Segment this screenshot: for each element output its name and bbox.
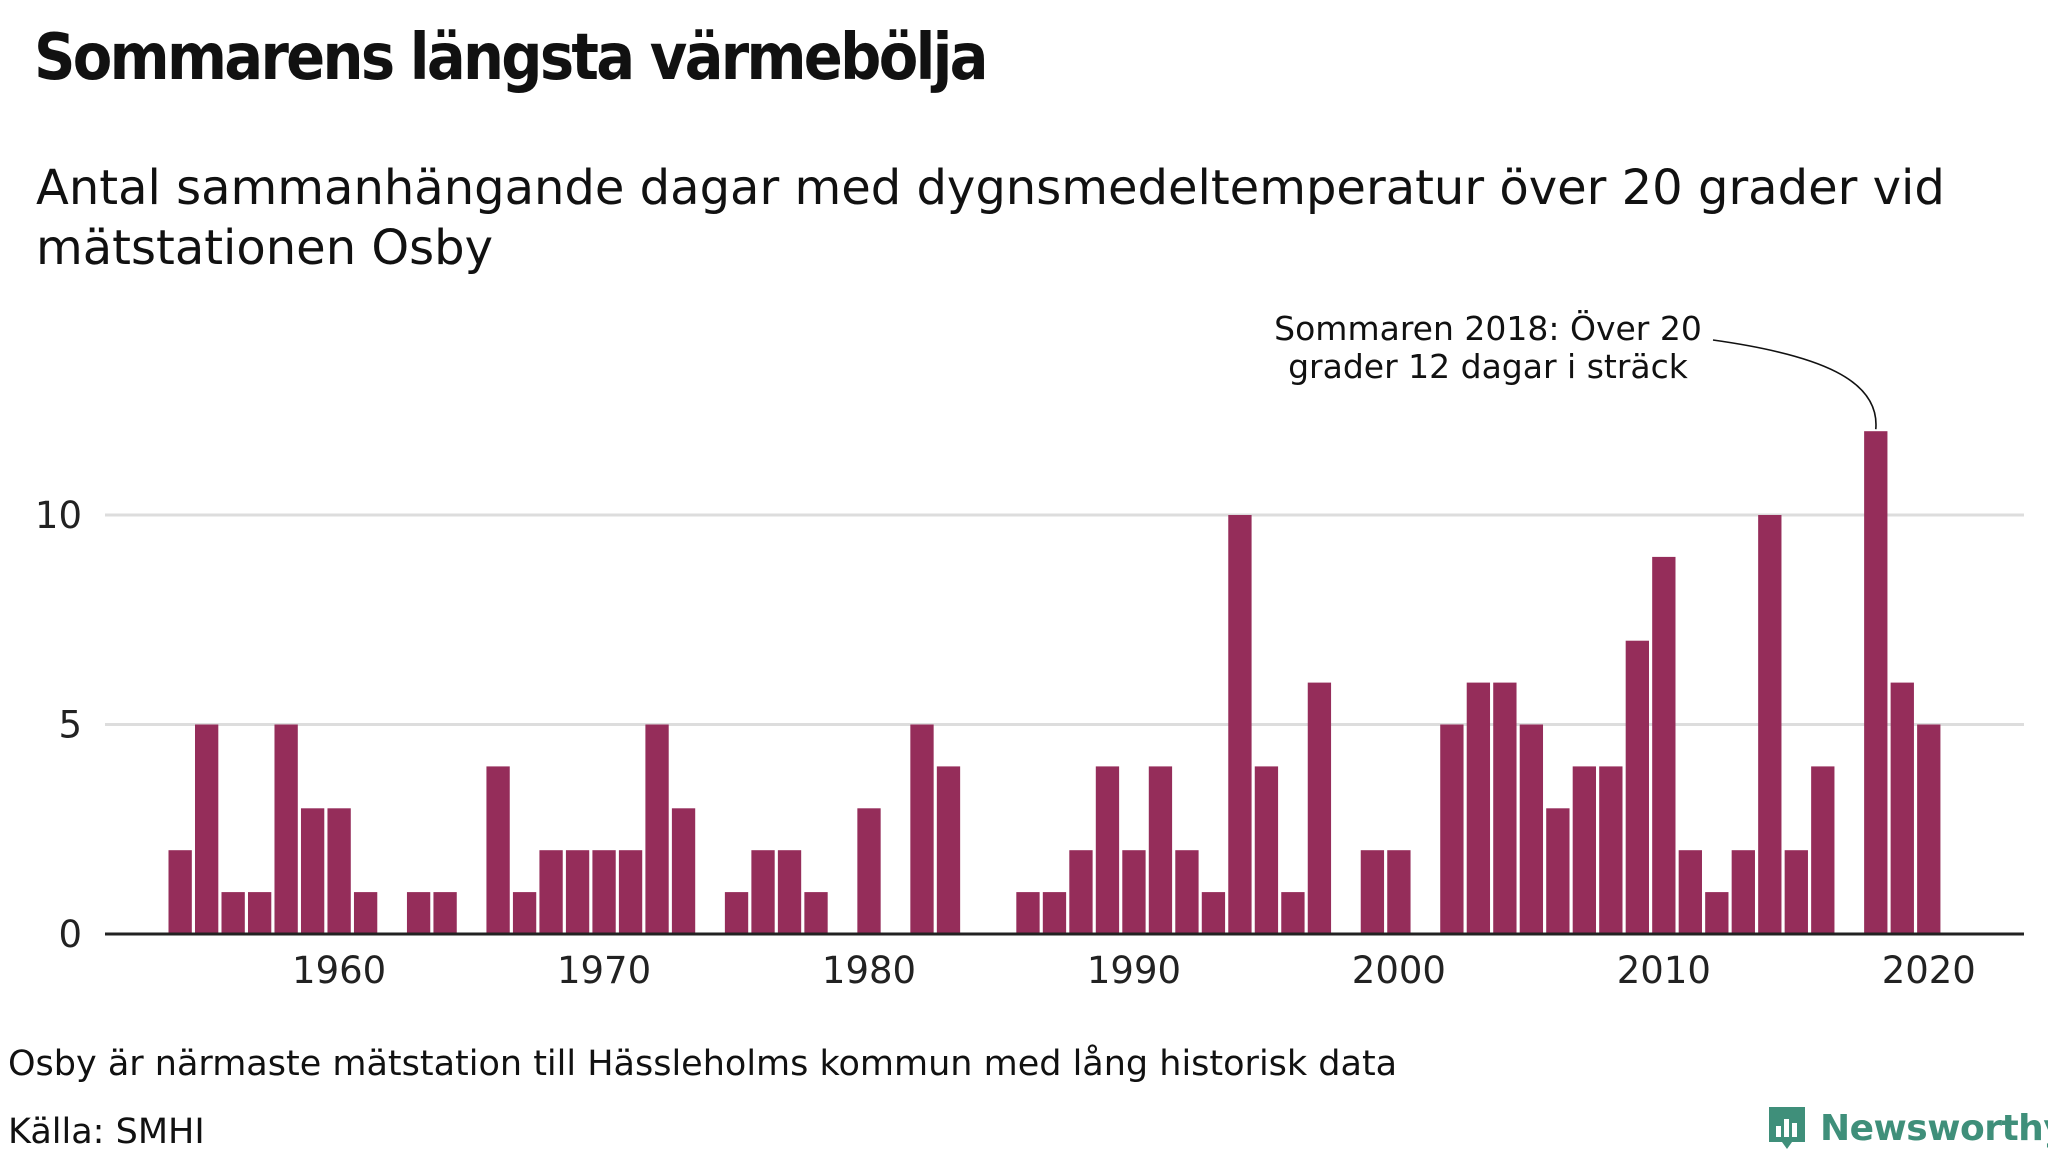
newsworthy-logo-text: Newsworthy [1820, 1107, 2048, 1149]
bar-1969 [565, 850, 590, 934]
y-tick-labels: 0 5 10 [35, 494, 82, 956]
bar-1968 [539, 850, 563, 934]
bar-1957 [247, 892, 272, 934]
y-tick-label: 5 [58, 704, 82, 747]
bar-1993 [1201, 892, 1226, 934]
x-tick-label: 1960 [292, 949, 386, 992]
bar-1987 [1042, 892, 1067, 934]
bar-1994 [1228, 515, 1252, 934]
bar-1954 [168, 850, 192, 934]
bar-1963 [406, 892, 431, 934]
bar-1989 [1095, 766, 1120, 934]
bar-1982 [910, 724, 934, 934]
bar-2013 [1731, 850, 1755, 934]
bar-1955 [194, 724, 219, 934]
chart-title: Sommarens längsta värmebölja [34, 21, 989, 95]
newsworthy-logo-icon [1769, 1107, 1805, 1149]
x-tick-label: 2000 [1352, 949, 1446, 992]
bar-1973 [671, 808, 696, 934]
annotation-line-2: grader 12 dagar i sträck [1288, 347, 1689, 386]
annotation: Sommaren 2018: Över 20 grader 12 dagar i… [1274, 308, 1877, 430]
bar-1975 [724, 892, 749, 934]
x-tick-label: 1970 [557, 949, 651, 992]
bar-1980 [857, 808, 881, 934]
bar-chart: 0 5 10 1960 1970 1980 1990 2000 2010 2020 Sommar… [35, 308, 2024, 992]
bar-2008 [1599, 766, 1623, 934]
newsworthy-logo: Newsworthy [1766, 1104, 2048, 1152]
bar-1983 [936, 766, 961, 934]
bar-2020 [1917, 724, 1941, 934]
bar-1992 [1175, 850, 1199, 934]
bar-2018 [1864, 431, 1888, 934]
bar-1958 [274, 724, 298, 934]
bar-1976 [751, 850, 775, 934]
bar-2016 [1811, 766, 1835, 934]
bar-2010 [1652, 556, 1676, 934]
x-tick-label: 1990 [1087, 949, 1181, 992]
bar-1960 [327, 808, 351, 934]
source-text: Källa: SMHI [8, 1112, 205, 1152]
bar-1972 [645, 724, 669, 934]
bar-1988 [1069, 850, 1093, 934]
bar-2014 [1758, 515, 1782, 934]
bar-2011 [1678, 850, 1702, 934]
gridlines [105, 513, 2024, 726]
bar-1978 [804, 892, 828, 934]
bars [168, 431, 1941, 934]
bar-1995 [1254, 766, 1279, 934]
bar-2019 [1890, 682, 1914, 934]
bar-1986 [1016, 892, 1040, 934]
bar-1991 [1148, 766, 1173, 934]
bar-1990 [1122, 850, 1146, 934]
bar-2009 [1625, 640, 1649, 934]
bar-1964 [433, 892, 457, 934]
bar-2002 [1440, 724, 1464, 934]
bar-2004 [1493, 682, 1517, 934]
bar-2012 [1705, 892, 1729, 934]
bar-1996 [1281, 892, 1305, 934]
chart-subtitle: Antal sammanhängande dagar med dygnsmede… [36, 160, 1945, 276]
bar-2015 [1784, 850, 1808, 934]
bar-1967 [512, 892, 537, 934]
bar-2003 [1466, 682, 1491, 934]
bar-1997 [1307, 682, 1332, 934]
x-tick-label: 2020 [1882, 949, 1976, 992]
annotation-connector [1712, 339, 1877, 430]
bar-1970 [592, 850, 616, 934]
bar-2006 [1546, 808, 1570, 934]
bar-1971 [618, 850, 643, 934]
x-tick-labels: 1960 1970 1980 1990 2000 2010 2020 [292, 949, 1976, 992]
bar-1966 [486, 766, 510, 934]
footnote: Osby är närmaste mätstation till Hässleh… [8, 1044, 1398, 1084]
bar-1956 [221, 892, 245, 934]
bar-2000 [1387, 850, 1411, 934]
y-tick-label: 10 [35, 494, 82, 537]
y-tick-label: 0 [58, 913, 82, 956]
bar-2005 [1519, 724, 1544, 934]
bar-1999 [1360, 850, 1385, 934]
bar-1977 [777, 850, 802, 934]
x-tick-label: 2010 [1617, 949, 1711, 992]
bar-1959 [300, 808, 325, 934]
bar-1961 [353, 892, 378, 934]
x-tick-label: 1980 [822, 949, 916, 992]
bar-2007 [1572, 766, 1597, 934]
annotation-line-1: Sommaren 2018: Över 20 [1274, 308, 1702, 348]
